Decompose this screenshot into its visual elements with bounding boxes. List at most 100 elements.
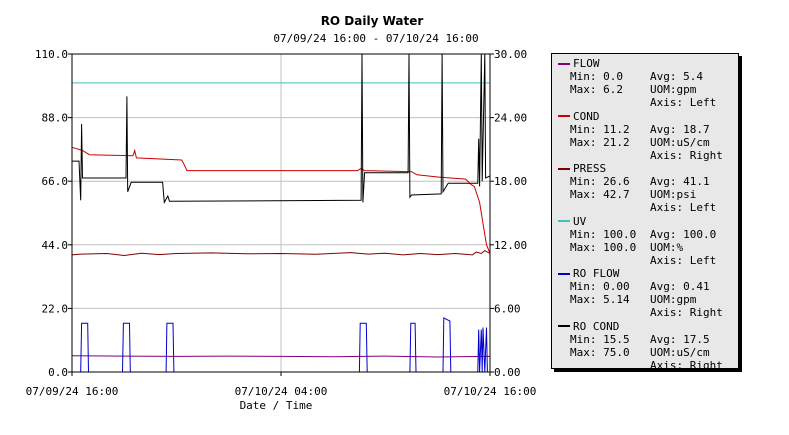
y-right-tick-label: 0.00 bbox=[494, 366, 521, 379]
x-tick-label: 07/09/24 16:00 bbox=[26, 385, 119, 398]
x-tick-label: 07/10/24 04:00 bbox=[235, 385, 328, 398]
legend-stat-row: Min: 15.5 Avg: 17.5 bbox=[558, 333, 738, 346]
legend-stat-right: UOM:psi bbox=[650, 188, 697, 201]
legend-swatch bbox=[558, 272, 570, 275]
y-left-tick-label: 66.0 bbox=[42, 175, 69, 188]
legend-item-ro-cond: RO COND Min: 15.5 Avg: 17.5 Max: 75.0 UOM:uS… bbox=[558, 320, 738, 373]
y-axis-left: 0.0 22.0 44.0 66.0 88.0 110.0 bbox=[35, 48, 72, 379]
legend-series-name: RO COND bbox=[573, 319, 620, 333]
legend-stat-row: Min: 0.0 Avg: 5.4 bbox=[558, 70, 738, 83]
legend-item-head: RO FLOW bbox=[558, 267, 738, 280]
legend-stat-right: Avg: 17.5 bbox=[650, 332, 710, 346]
legend-stat-left: Max: 6.2 bbox=[570, 83, 623, 96]
legend-stat-left: Min: 15.5 bbox=[570, 332, 630, 346]
legend-item-head: RO COND bbox=[558, 320, 738, 333]
legend-stat-right: Axis: Right bbox=[650, 358, 723, 372]
legend-item-head: COND bbox=[558, 110, 738, 123]
legend-stat-left: Max: 42.7 bbox=[570, 188, 630, 201]
legend-stat-left: Max: 5.14 bbox=[570, 293, 630, 306]
legend-stat-left: Min: 0.0 bbox=[570, 70, 623, 83]
legend-stat-row: Max: 6.2 UOM:gpm bbox=[558, 83, 738, 96]
legend-stat-right: Axis: Right bbox=[650, 306, 723, 319]
legend-stat-right: Axis: Right bbox=[650, 148, 723, 162]
y-left-tick-label: 88.0 bbox=[42, 112, 69, 125]
legend-stat-left bbox=[570, 306, 650, 319]
chart-subtitle: 07/09/24 16:00 - 07/10/24 16:00 bbox=[273, 32, 478, 45]
legend-stat-right: UOM:uS/cm bbox=[650, 345, 710, 359]
legend-item-head: UV bbox=[558, 215, 738, 228]
legend-series-name: FLOW bbox=[573, 57, 600, 70]
legend: FLOW Min: 0.0 Avg: 5.4 Max: 6.2 UOM:gpm Axis:… bbox=[551, 53, 739, 372]
legend-item-head: FLOW bbox=[558, 57, 738, 70]
legend-stat-left bbox=[570, 149, 650, 162]
legend-stat-right: Axis: Left bbox=[650, 96, 717, 109]
legend-stat-row: Max: 21.2 UOM:uS/cm bbox=[558, 136, 738, 149]
y-left-tick-label: 44.0 bbox=[42, 239, 69, 252]
legend-stat-right: UOM:% bbox=[650, 240, 684, 254]
chart-title: RO Daily Water bbox=[321, 14, 424, 28]
legend-swatch bbox=[558, 220, 570, 222]
legend-series-name: PRESS bbox=[573, 162, 607, 175]
x-tick-label: 07/10/24 16:00 bbox=[444, 385, 537, 398]
legend-item-head: PRESS bbox=[558, 162, 738, 175]
legend-item-uv: UV Min: 100.0 Avg: 100.0 Max: 100.0 UOM:% Axi… bbox=[558, 215, 738, 268]
legend-stat-right: Avg: 41.1 bbox=[650, 175, 710, 188]
legend-stat-right: Avg: 18.7 bbox=[650, 122, 710, 136]
legend-swatch bbox=[558, 167, 570, 170]
legend-item-ro-flow: RO FLOW Min: 0.00 Avg: 0.41 Max: 5.14 UOM:gp… bbox=[558, 267, 738, 320]
legend-stat-left bbox=[570, 359, 650, 372]
legend-stat-row: Min: 26.6 Avg: 41.1 bbox=[558, 175, 738, 188]
legend-stat-left bbox=[570, 96, 650, 109]
legend-stat-right: Axis: Left bbox=[650, 253, 717, 267]
x-axis-label: Date / Time bbox=[240, 399, 313, 412]
legend-stat-left bbox=[570, 201, 650, 214]
legend-series-name: COND bbox=[573, 109, 600, 123]
legend-stat-row: Max: 75.0 UOM:uS/cm bbox=[558, 346, 738, 359]
legend-stat-right: UOM:gpm bbox=[650, 293, 697, 306]
series-line-flow bbox=[71, 355, 490, 358]
legend-stat-row: Axis: Right bbox=[558, 149, 738, 162]
legend-stat-row: Min: 100.0 Avg: 100.0 bbox=[558, 228, 738, 241]
legend-stat-row: Axis: Right bbox=[558, 359, 738, 372]
legend-stat-left: Min: 100.0 bbox=[570, 227, 637, 241]
y-axis-right: 0.00 6.00 12.00 18.00 24.00 30.00 bbox=[490, 48, 527, 379]
y-left-tick-label: 22.0 bbox=[42, 302, 69, 315]
legend-stat-row: Min: 0.00 Avg: 0.41 bbox=[558, 280, 738, 293]
legend-stat-row: Axis: Left bbox=[558, 96, 738, 109]
legend-stat-left: Max: 100.0 bbox=[570, 240, 637, 254]
grid-lines bbox=[72, 54, 490, 372]
legend-stat-row: Max: 5.14 UOM:gpm bbox=[558, 293, 738, 306]
legend-item-cond: COND Min: 11.2 Avg: 18.7 Max: 21.2 UOM:uS/cm… bbox=[558, 110, 738, 163]
legend-stat-row: Axis: Left bbox=[558, 254, 738, 267]
legend-swatch bbox=[558, 115, 570, 117]
legend-stat-left: Min: 11.2 bbox=[570, 122, 630, 136]
y-right-tick-label: 6.00 bbox=[494, 302, 521, 315]
legend-swatch bbox=[558, 325, 570, 327]
legend-series-name: RO FLOW bbox=[573, 267, 620, 280]
legend-stat-left: Min: 26.6 bbox=[570, 175, 630, 188]
legend-stat-left: Max: 21.2 bbox=[570, 135, 630, 149]
y-right-tick-label: 30.00 bbox=[494, 48, 527, 61]
y-left-tick-label: 110.0 bbox=[35, 48, 68, 61]
legend-stat-left: Min: 0.00 bbox=[570, 280, 630, 293]
legend-stat-right: Axis: Left bbox=[650, 201, 717, 214]
legend-stat-row: Max: 100.0 UOM:% bbox=[558, 241, 738, 254]
legend-stat-right: Avg: 5.4 bbox=[650, 70, 703, 83]
legend-stat-row: Max: 42.7 UOM:psi bbox=[558, 188, 738, 201]
legend-swatch bbox=[558, 62, 570, 65]
legend-stat-left: Max: 75.0 bbox=[570, 345, 630, 359]
legend-stat-right: UOM:gpm bbox=[650, 83, 697, 96]
legend-stat-left bbox=[570, 254, 650, 267]
plot-frame bbox=[71, 53, 491, 373]
y-right-tick-label: 18.00 bbox=[494, 175, 527, 188]
legend-stat-row: Axis: Left bbox=[558, 201, 738, 214]
y-right-tick-label: 24.00 bbox=[494, 112, 527, 125]
legend-stat-right: Avg: 0.41 bbox=[650, 280, 710, 293]
series-line-press bbox=[71, 249, 491, 257]
legend-series-name: UV bbox=[573, 214, 587, 228]
y-right-tick-label: 12.00 bbox=[494, 239, 527, 252]
x-axis: 07/09/24 16:00 07/10/24 04:00 07/10/24 16:… bbox=[26, 372, 537, 398]
legend-stat-row: Axis: Right bbox=[558, 306, 738, 319]
series-line-ro-cond bbox=[72, 53, 491, 205]
